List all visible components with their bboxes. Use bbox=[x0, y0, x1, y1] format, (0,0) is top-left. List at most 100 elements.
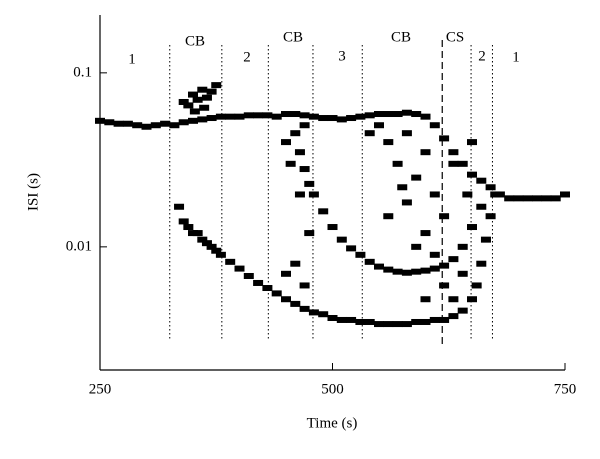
data-point bbox=[420, 267, 431, 274]
data-point bbox=[480, 236, 491, 243]
data-point bbox=[281, 111, 291, 118]
data-point bbox=[201, 240, 212, 247]
data-point bbox=[318, 208, 329, 215]
data-point bbox=[327, 315, 338, 322]
data-point bbox=[206, 88, 217, 95]
data-point bbox=[364, 112, 375, 119]
data-point bbox=[383, 321, 394, 328]
data-point bbox=[485, 184, 496, 191]
data-point bbox=[411, 268, 422, 275]
region-label: 3 bbox=[338, 48, 346, 64]
data-point bbox=[304, 180, 315, 187]
data-point bbox=[346, 115, 357, 122]
data-point bbox=[439, 262, 450, 269]
data-point bbox=[457, 270, 468, 277]
data-point bbox=[294, 149, 305, 156]
data-point bbox=[476, 260, 487, 267]
data-point bbox=[308, 191, 319, 198]
data-point bbox=[471, 282, 482, 289]
data-point bbox=[560, 191, 570, 198]
data-point bbox=[188, 117, 198, 124]
data-point bbox=[457, 307, 468, 314]
y-tick-label: 0.1 bbox=[73, 64, 92, 80]
y-tick-label: 0.01 bbox=[66, 238, 92, 254]
data-point bbox=[392, 111, 403, 118]
data-point bbox=[467, 224, 477, 231]
data-point bbox=[439, 135, 450, 142]
data-point bbox=[504, 195, 515, 202]
region-label: 2 bbox=[478, 48, 486, 64]
data-point bbox=[95, 117, 105, 124]
data-point bbox=[290, 260, 301, 267]
data-point bbox=[364, 318, 375, 325]
data-point bbox=[197, 116, 208, 123]
data-point bbox=[355, 318, 366, 325]
data-point bbox=[178, 98, 189, 105]
data-point bbox=[122, 120, 133, 127]
data-point bbox=[374, 263, 384, 270]
data-point bbox=[420, 113, 431, 120]
data-point bbox=[401, 269, 412, 276]
data-point bbox=[467, 139, 477, 146]
data-point bbox=[383, 111, 394, 118]
region-label: CB bbox=[283, 29, 303, 45]
data-point bbox=[401, 199, 412, 206]
data-point bbox=[457, 243, 468, 250]
data-point bbox=[299, 166, 310, 173]
data-point bbox=[429, 316, 440, 323]
data-point bbox=[215, 113, 226, 120]
data-point bbox=[476, 203, 487, 210]
data-point bbox=[225, 113, 236, 120]
region-label: CS bbox=[446, 29, 464, 45]
data-point bbox=[253, 112, 264, 119]
data-point bbox=[420, 149, 431, 156]
x-tick-label: 750 bbox=[554, 381, 577, 397]
data-point bbox=[234, 265, 245, 272]
x-tick-label: 250 bbox=[89, 381, 112, 397]
region-label: 1 bbox=[512, 49, 520, 65]
data-point bbox=[336, 116, 347, 123]
data-point bbox=[104, 119, 115, 126]
data-point bbox=[243, 112, 254, 119]
data-point bbox=[467, 296, 477, 303]
data-point bbox=[401, 130, 412, 137]
data-point bbox=[206, 243, 217, 250]
data-point bbox=[541, 195, 552, 202]
data-point bbox=[397, 184, 408, 191]
data-point bbox=[183, 102, 194, 109]
data-point bbox=[178, 119, 189, 126]
data-point bbox=[318, 115, 329, 122]
data-point bbox=[411, 318, 422, 325]
data-point bbox=[476, 177, 487, 184]
data-point bbox=[485, 213, 496, 220]
data-point bbox=[271, 290, 282, 297]
data-point bbox=[429, 265, 440, 272]
data-point bbox=[290, 300, 301, 307]
data-point bbox=[285, 160, 296, 167]
data-point bbox=[392, 268, 403, 275]
data-point bbox=[513, 195, 524, 202]
data-point bbox=[401, 109, 412, 116]
data-point bbox=[411, 174, 422, 181]
data-point bbox=[467, 171, 477, 178]
data-point bbox=[299, 305, 310, 312]
data-point bbox=[355, 251, 366, 258]
data-point bbox=[299, 282, 310, 289]
data-point bbox=[457, 160, 468, 167]
data-point bbox=[183, 224, 194, 231]
data-point bbox=[327, 115, 338, 122]
data-point bbox=[150, 122, 161, 129]
data-point bbox=[253, 279, 264, 286]
data-point bbox=[448, 313, 459, 320]
data-point bbox=[211, 82, 222, 89]
data-point bbox=[192, 230, 203, 237]
data-point bbox=[411, 243, 422, 250]
data-point bbox=[189, 108, 200, 115]
data-point bbox=[374, 111, 384, 118]
data-point bbox=[429, 122, 440, 129]
data-point bbox=[401, 321, 412, 328]
data-point bbox=[304, 230, 315, 237]
data-point bbox=[522, 195, 533, 202]
data-point bbox=[308, 309, 319, 316]
